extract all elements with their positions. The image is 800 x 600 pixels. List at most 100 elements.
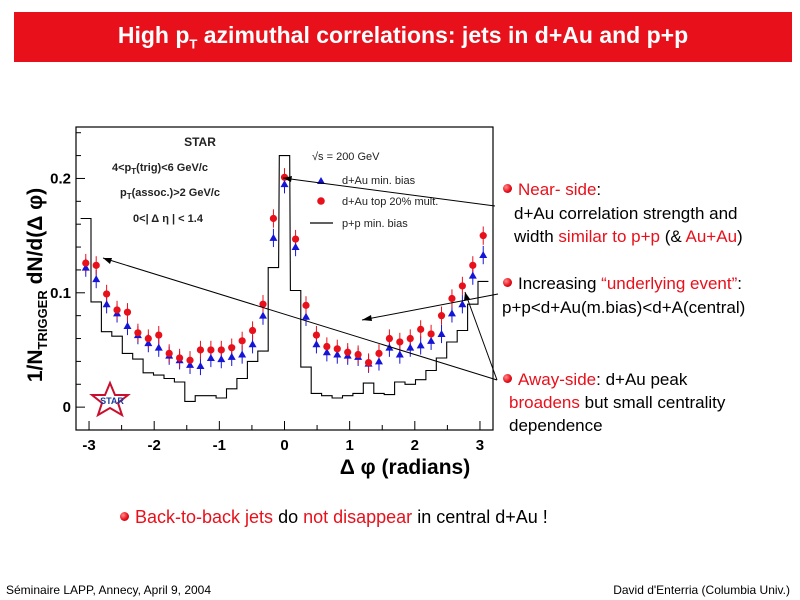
- point-dau-central: [269, 214, 278, 223]
- point-dau-min-bias: [458, 300, 467, 308]
- point-dau-min-bias: [81, 263, 90, 271]
- point-dau-central: [479, 232, 487, 240]
- point-dau-min-bias: [269, 233, 278, 241]
- point-dau-central: [238, 337, 246, 345]
- point-dau-min-bias: [302, 312, 311, 320]
- point-dau-central: [113, 306, 121, 314]
- arrowhead-near-side: [283, 176, 292, 182]
- near-side-line-2: d+Au correlation strength and: [514, 204, 738, 223]
- experiment-label: STAR: [184, 135, 216, 149]
- point-dau-min-bias: [227, 352, 236, 360]
- star-logo-text: STAR: [100, 396, 124, 406]
- near-side-line-3: width similar to p+p (& Au+Au): [514, 227, 743, 246]
- point-dau-central: [385, 334, 394, 343]
- point-dau-min-bias: [416, 341, 425, 349]
- arrowhead-away-left: [103, 258, 112, 264]
- point-dau-min-bias: [258, 311, 267, 319]
- underlying-event-line-2: p+p<d+Au(m.bias)<d+A(central): [502, 298, 746, 317]
- point-dau-central: [259, 300, 267, 308]
- point-dau-min-bias: [427, 336, 436, 344]
- axis-ticks: -3 -2 -1 0 1 2 3 0 0.1 0.2: [50, 132, 484, 454]
- point-dau-min-bias: [395, 350, 404, 358]
- point-dau-min-bias: [479, 251, 488, 259]
- assoc-cut-label: pT(assoc.)>2 GeV/c: [120, 187, 220, 201]
- arrow-near-side: [282, 177, 496, 207]
- legend-marker-dau-min-bias: [317, 177, 325, 184]
- point-dau-min-bias: [123, 321, 132, 329]
- point-dau-min-bias: [291, 243, 300, 251]
- underlying-event-bullet: Increasing “underlying event”:: [503, 274, 742, 294]
- annotation-arrows: [102, 177, 499, 381]
- footer-left: Séminaire LAPP, Annecy, April 9, 2004: [6, 583, 212, 597]
- point-dau-min-bias: [144, 339, 153, 347]
- x-tick-label: 2: [411, 437, 419, 454]
- bullet-icon: [120, 511, 129, 521]
- point-dau-central: [186, 356, 194, 364]
- x-tick-label: 1: [345, 437, 353, 454]
- arrow-away-right: [464, 291, 498, 381]
- point-dau-central: [417, 325, 425, 333]
- point-dau-central: [396, 338, 404, 346]
- point-dau-min-bias: [468, 271, 477, 279]
- point-dau-central: [344, 348, 352, 356]
- point-dau-min-bias: [322, 348, 331, 356]
- point-dau-central: [375, 349, 383, 357]
- point-dau-central: [458, 282, 466, 290]
- back-to-back-bullet: Back-to-back jets do not disappear in ce…: [120, 507, 548, 528]
- point-dau-central: [175, 354, 184, 362]
- point-dau-central: [364, 358, 373, 367]
- point-dau-min-bias: [447, 309, 456, 317]
- arrow-underlying: [361, 293, 499, 321]
- point-dau-central: [406, 334, 414, 343]
- arrowhead-underlying: [362, 315, 372, 321]
- point-dau-min-bias: [238, 350, 247, 358]
- point-dau-central: [302, 301, 310, 309]
- point-dau-central: [165, 349, 173, 357]
- point-dau-min-bias: [92, 275, 101, 283]
- point-dau-min-bias: [280, 180, 289, 188]
- point-dau-min-bias: [206, 353, 215, 361]
- point-dau-central: [82, 259, 90, 267]
- away-side-line-2: broadens but small centrality: [509, 393, 726, 412]
- point-dau-central: [291, 235, 300, 243]
- point-dau-central: [92, 261, 100, 269]
- point-dau-min-bias: [248, 340, 257, 348]
- point-dau-min-bias: [186, 360, 195, 368]
- point-dau-central: [144, 334, 152, 343]
- arrowhead-away-right: [464, 292, 470, 301]
- series-dau-central: [82, 173, 487, 367]
- y-tick-label: 0.1: [50, 285, 71, 302]
- point-dau-min-bias: [374, 357, 383, 365]
- x-tick-label: -3: [82, 437, 95, 454]
- point-dau-central: [448, 294, 456, 303]
- x-tick-label: 3: [476, 437, 484, 454]
- point-dau-central: [217, 346, 225, 354]
- energy-label: √s = 200 GeV: [312, 151, 380, 163]
- bullet-icon: [503, 278, 512, 288]
- point-dau-central: [248, 326, 257, 335]
- point-dau-min-bias: [406, 343, 415, 351]
- slide-title: High pT azimuthal correlations: jets in …: [14, 12, 792, 62]
- near-side-bullet: Near- side:: [503, 180, 601, 200]
- point-dau-central: [228, 344, 236, 352]
- star-logo-icon: [89, 380, 131, 418]
- trigger-cut-label: 4<pT(trig)<6 GeV/c: [112, 162, 208, 176]
- x-axis-label: Δ φ (radians): [340, 456, 470, 479]
- title-text: High pT azimuthal correlations: jets in …: [117, 22, 689, 52]
- star-logo: STAR: [89, 380, 131, 418]
- point-dau-central: [312, 331, 321, 339]
- point-dau-central: [469, 261, 477, 269]
- legend-label-dau-min-bias: d+Au min. bias: [342, 175, 416, 187]
- point-dau-central: [354, 350, 362, 359]
- point-dau-central: [123, 308, 132, 316]
- point-dau-central: [155, 331, 163, 339]
- point-dau-central: [207, 346, 215, 354]
- chart-legend: d+Au min. bias d+Au top 20% mult. p+p mi…: [310, 175, 438, 230]
- footer-right: David d'Enterria (Columbia Univ.): [613, 583, 790, 597]
- point-dau-central: [134, 329, 142, 337]
- pp-histogram-line: [80, 155, 489, 402]
- point-dau-min-bias: [102, 300, 111, 308]
- series-dau-min-bias: [81, 180, 488, 369]
- series-pp-min-bias: [80, 155, 489, 402]
